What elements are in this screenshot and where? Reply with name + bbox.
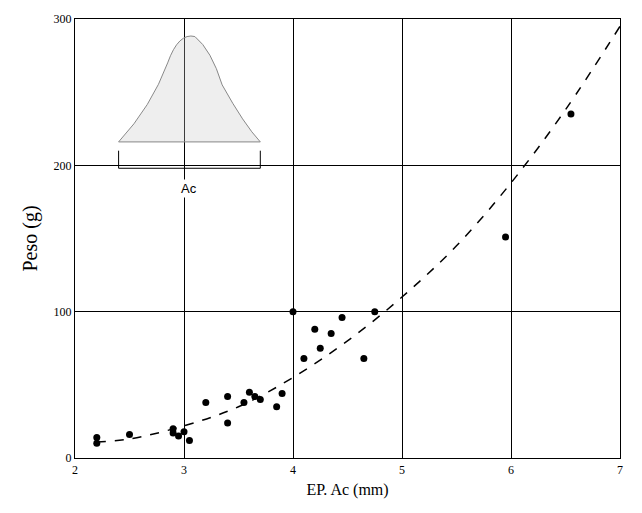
svg-text:4: 4 [290,463,296,477]
svg-text:200: 200 [53,159,71,173]
svg-text:0: 0 [65,451,71,465]
svg-text:2: 2 [72,463,78,477]
svg-text:5: 5 [399,463,405,477]
svg-text:300: 300 [53,12,71,26]
svg-text:EP. Ac (mm): EP. Ac (mm) [306,481,388,499]
svg-text:3: 3 [181,463,187,477]
svg-text:Peso (g): Peso (g) [19,205,42,271]
svg-text:7: 7 [617,463,623,477]
svg-text:100: 100 [53,305,71,319]
svg-text:Ac: Ac [181,181,197,196]
svg-text:6: 6 [508,463,514,477]
